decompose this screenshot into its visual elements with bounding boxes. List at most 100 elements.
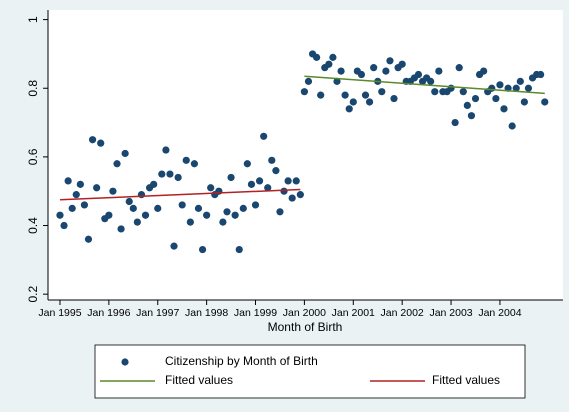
x-tick-label: Jan 2003 (429, 307, 472, 319)
data-point (431, 88, 439, 96)
data-point (154, 204, 162, 212)
data-point (129, 204, 137, 212)
y-tick-label: 0.8 (26, 80, 40, 97)
data-point (76, 180, 84, 188)
data-point (427, 77, 435, 85)
data-point (496, 81, 504, 89)
data-point (186, 218, 194, 226)
data-point (492, 94, 500, 103)
legend-label: Fitted values (432, 373, 500, 387)
data-point (361, 91, 370, 99)
data-point (150, 180, 158, 188)
data-point (345, 105, 353, 113)
fitted-line (304, 75, 545, 95)
data-point (166, 170, 174, 178)
data-point (133, 218, 141, 226)
data-point (203, 211, 211, 219)
data-point (243, 160, 251, 168)
data-point (198, 245, 207, 254)
data-point (174, 173, 182, 182)
data-point (325, 60, 333, 68)
data-point (337, 67, 345, 75)
data-point (255, 177, 264, 185)
data-point (109, 187, 117, 195)
data-point (219, 218, 227, 226)
data-point (292, 177, 300, 185)
data-point (56, 211, 64, 219)
data-point (516, 77, 524, 85)
data-point (190, 160, 199, 168)
data-point (300, 88, 309, 96)
data-point (435, 67, 443, 75)
data-point (459, 88, 467, 96)
data-point (105, 211, 113, 219)
x-tick-label: Jan 2002 (381, 307, 424, 319)
data-point (329, 53, 337, 61)
y-tick-label: 0.4 (26, 217, 40, 234)
plot-area (48, 10, 563, 300)
data-point (500, 105, 508, 113)
data-point (390, 94, 398, 103)
data-point (231, 211, 239, 219)
data-point (178, 201, 186, 209)
data-point (414, 70, 423, 79)
data-point (264, 184, 272, 192)
data-point (451, 118, 459, 127)
data-point (365, 98, 374, 106)
data-point (194, 204, 203, 212)
data-point (520, 98, 528, 106)
data-point (378, 88, 386, 96)
data-point (125, 197, 133, 206)
data-point (304, 77, 313, 85)
data-point (541, 98, 549, 106)
y-tick-label: 0.6 (26, 148, 40, 165)
data-point (313, 53, 321, 61)
data-point (272, 167, 280, 175)
y-tick-label: 1 (26, 16, 40, 23)
data-point (317, 91, 325, 99)
x-tick-label: Jan 2000 (283, 307, 326, 319)
data-point (333, 77, 341, 85)
data-point (357, 70, 366, 79)
data-point (117, 225, 125, 233)
data-point (471, 94, 480, 103)
data-point (488, 84, 496, 92)
data-point (398, 60, 406, 68)
data-point (97, 139, 105, 147)
data-point (93, 184, 101, 192)
data-point (386, 57, 394, 65)
legend-label: Citizenship by Month of Birth (165, 354, 318, 368)
data-point (141, 211, 150, 219)
data-point (463, 101, 471, 110)
data-point (349, 98, 357, 106)
data-point (537, 70, 545, 79)
data-point (113, 160, 121, 168)
x-tick-label: Jan 2001 (332, 307, 375, 319)
data-point (447, 84, 455, 92)
data-point (158, 170, 166, 178)
data-point (288, 194, 296, 202)
data-point (84, 235, 93, 243)
data-point (235, 245, 243, 254)
data-point (284, 177, 292, 185)
data-point (276, 208, 284, 216)
data-point (239, 204, 247, 212)
data-point (223, 208, 231, 216)
x-tick-label: Jan 1995 (38, 307, 81, 319)
data-point (467, 112, 476, 120)
data-point (137, 191, 146, 199)
data-point (207, 184, 215, 192)
legend-label: Fitted values (165, 373, 233, 387)
x-axis-title: Month of Birth (268, 320, 343, 334)
legend (94, 344, 526, 399)
data-point (80, 201, 89, 209)
data-point (170, 242, 178, 250)
x-tick-label: Jan 1999 (234, 307, 277, 319)
data-point (162, 146, 170, 154)
data-point (524, 84, 533, 92)
data-point (296, 191, 304, 199)
data-point (382, 67, 390, 75)
data-point (68, 204, 76, 212)
data-point (121, 149, 129, 158)
